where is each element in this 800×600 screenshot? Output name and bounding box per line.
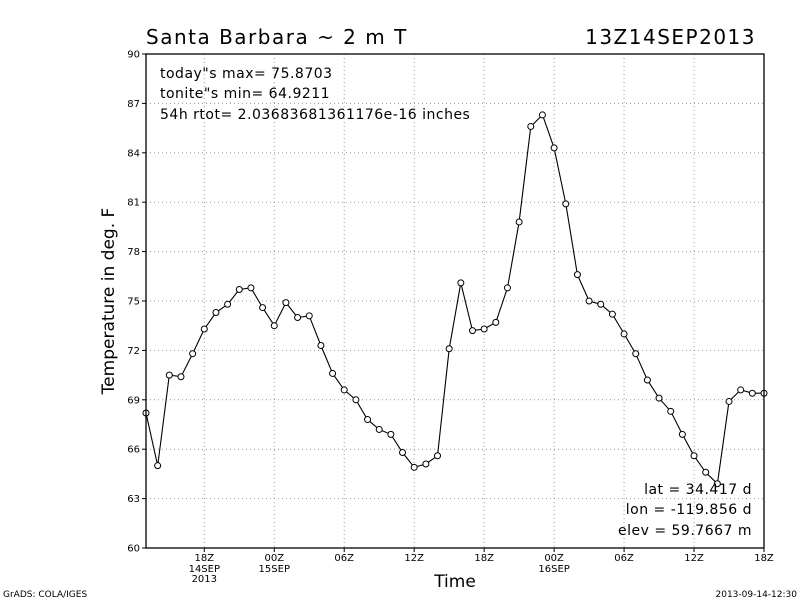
y-tick-label: 81 bbox=[127, 198, 140, 209]
data-point bbox=[538, 111, 546, 119]
y-tick-label: 75 bbox=[127, 297, 140, 308]
data-point bbox=[154, 462, 162, 470]
x-tick-label: 18Z bbox=[474, 553, 494, 564]
data-point bbox=[632, 350, 640, 358]
x-tick-label: 18Z bbox=[195, 553, 215, 564]
x-tick-label: 00Z bbox=[264, 553, 284, 564]
footer-credit: GrADS: COLA/IGES bbox=[3, 590, 87, 600]
data-point bbox=[352, 396, 360, 404]
data-point bbox=[399, 448, 407, 456]
x-tick-label: 18Z bbox=[754, 553, 774, 564]
data-point bbox=[643, 376, 651, 384]
y-tick-label: 90 bbox=[127, 50, 140, 61]
data-point bbox=[655, 394, 663, 402]
x-axis-title: Time bbox=[433, 572, 476, 592]
data-point bbox=[573, 271, 581, 279]
data-point bbox=[317, 341, 325, 349]
y-tick-label: 78 bbox=[127, 247, 140, 258]
data-point bbox=[445, 345, 453, 353]
data-point bbox=[294, 313, 302, 321]
annotation-lat: lat = 34.417 d bbox=[644, 482, 752, 498]
data-point bbox=[748, 389, 756, 397]
data-point bbox=[702, 468, 710, 476]
data-point bbox=[667, 407, 675, 415]
footer-timestamp: 2013-09-14-12:30 bbox=[716, 590, 798, 600]
y-tick-label: 66 bbox=[127, 445, 140, 456]
data-point bbox=[468, 327, 476, 335]
x-tick-label: 06Z bbox=[334, 553, 354, 564]
data-point bbox=[690, 452, 698, 460]
y-tick-label: 60 bbox=[127, 544, 140, 555]
data-point bbox=[189, 350, 197, 358]
x-tick-label: 12Z bbox=[684, 553, 704, 564]
data-point bbox=[608, 310, 616, 318]
x-tick-sublabel: 2013 bbox=[192, 574, 217, 585]
data-point bbox=[737, 386, 745, 394]
data-point bbox=[457, 279, 465, 287]
data-point bbox=[305, 312, 313, 320]
annotation-min: tonite"s min= 64.9211 bbox=[160, 86, 330, 102]
data-point bbox=[562, 200, 570, 208]
data-point bbox=[235, 285, 243, 293]
x-tick-label: 06Z bbox=[614, 553, 634, 564]
data-point bbox=[585, 297, 593, 305]
x-tick-label: 12Z bbox=[404, 553, 424, 564]
y-axis-title: Temperature in deg. F bbox=[99, 208, 119, 396]
data-point bbox=[200, 325, 208, 333]
data-point bbox=[224, 300, 232, 308]
temperature-series bbox=[142, 111, 768, 488]
annotation-lon: lon = -119.856 d bbox=[626, 502, 752, 518]
data-point bbox=[422, 460, 430, 468]
chart-datetime: 13Z14SEP2013 bbox=[585, 25, 756, 49]
plot-frame bbox=[145, 53, 765, 549]
grid-layer bbox=[146, 54, 764, 548]
data-point bbox=[387, 430, 395, 438]
data-point bbox=[620, 330, 628, 338]
y-tick-label: 84 bbox=[127, 148, 140, 159]
annotation-max: today"s max= 75.8703 bbox=[160, 66, 333, 82]
annotation-rtot: 54h rtot= 2.03683681361176e-16 inches bbox=[160, 107, 470, 123]
data-point bbox=[282, 299, 290, 307]
data-point bbox=[340, 386, 348, 394]
x-tick-sublabel: 15SEP bbox=[259, 564, 290, 575]
data-point bbox=[678, 430, 686, 438]
data-point bbox=[527, 122, 535, 130]
data-point bbox=[503, 284, 511, 292]
y-axis-ticks: 60 63 66 69 72 75 78 81 84 87 90 bbox=[127, 50, 146, 555]
data-point bbox=[177, 373, 185, 381]
y-tick-label: 87 bbox=[127, 99, 140, 110]
data-point bbox=[550, 144, 558, 152]
data-point bbox=[247, 284, 255, 292]
x-tick-sublabel: 14SEP bbox=[189, 564, 220, 575]
x-tick-sublabel: 16SEP bbox=[538, 564, 569, 575]
data-point bbox=[480, 325, 488, 333]
y-tick-label: 69 bbox=[127, 395, 140, 406]
y-tick-label: 72 bbox=[127, 346, 140, 357]
data-point bbox=[434, 452, 442, 460]
data-point bbox=[212, 309, 220, 317]
data-point bbox=[515, 218, 523, 226]
y-tick-label: 63 bbox=[127, 494, 140, 505]
data-point bbox=[713, 480, 721, 488]
data-point bbox=[270, 322, 278, 330]
data-point bbox=[364, 416, 372, 424]
data-point bbox=[375, 425, 383, 433]
data-point bbox=[410, 463, 418, 471]
data-point bbox=[492, 318, 500, 326]
data-point bbox=[165, 371, 173, 379]
annotation-elev: elev = 59.7667 m bbox=[618, 523, 752, 539]
data-point bbox=[259, 304, 267, 312]
chart-title: Santa Barbara ~ 2 m T bbox=[146, 25, 408, 49]
data-point bbox=[329, 369, 337, 377]
data-point bbox=[597, 300, 605, 308]
x-tick-label: 00Z bbox=[544, 553, 564, 564]
data-point bbox=[725, 397, 733, 405]
